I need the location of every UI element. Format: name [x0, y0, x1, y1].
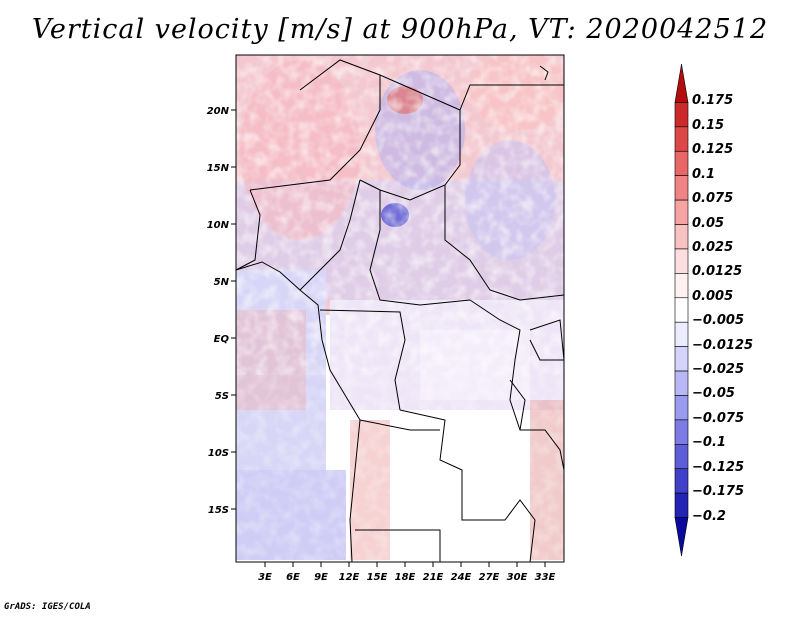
colorbar-swatch [674, 517, 689, 557]
colorbar-label: −0.05 [692, 386, 735, 402]
colorbar-label: −0.005 [692, 313, 745, 329]
footer-credit: GrADS: IGES/COLA [4, 602, 91, 612]
colorbar-swatch [674, 248, 689, 274]
colorbar-label: 0.025 [692, 239, 734, 255]
colorbar-swatch [674, 199, 689, 225]
lat-label: 10N [207, 220, 230, 231]
colorbar-label: −0.0125 [692, 337, 754, 353]
colorbar-swatch [674, 126, 689, 152]
lon-label: 3E [258, 572, 272, 583]
lon-label: 18E [395, 572, 416, 583]
colorbar-label: 0.05 [692, 215, 725, 231]
lon-label: 27E [479, 572, 500, 583]
colorbar-label: 0.175 [692, 93, 734, 109]
colorbar-label: 0.15 [692, 117, 725, 133]
colorbar-swatch [674, 63, 689, 103]
colorbar-label: 0.075 [692, 191, 734, 207]
colorbar-label: −0.025 [692, 362, 745, 378]
lat-label: 15S [208, 505, 229, 516]
colorbar-swatch [674, 321, 689, 347]
lon-label: 21E [423, 572, 444, 583]
colorbar-label: −0.1 [692, 435, 726, 451]
lon-label: 12E [339, 572, 360, 583]
lon-label: 33E [535, 572, 556, 583]
lat-label: 15N [207, 163, 230, 174]
latitude-axis: 20N 15N 10N 5N EQ 5S 10S 15S [207, 106, 236, 516]
lat-label: EQ [214, 334, 230, 345]
lon-label: 24E [451, 572, 472, 583]
velocity-field [236, 55, 564, 562]
colorbar-swatch [674, 224, 689, 250]
colorbar-label: −0.175 [692, 484, 745, 500]
colorbar-label: −0.075 [692, 410, 745, 426]
lon-label: 9E [314, 572, 328, 583]
lat-label: 20N [207, 106, 230, 117]
lon-label: 15E [367, 572, 388, 583]
country-borders [235, 59, 565, 563]
colorbar-swatch [674, 492, 689, 518]
colorbar-swatch [674, 297, 689, 323]
lon-label: 30E [507, 572, 528, 583]
map-title: Vertical velocity [m/s] at 900hPa, VT: 2… [31, 14, 769, 45]
colorbar-swatch [674, 273, 689, 299]
longitude-axis: 3E 6E 9E 12E 15E 18E 21E 24E 27E 30E 33E [258, 562, 556, 583]
colorbar [674, 63, 689, 557]
colorbar-swatch [674, 150, 689, 176]
plot-frame [235, 54, 565, 563]
colorbar-swatch [674, 468, 689, 494]
colorbar-swatch [674, 370, 689, 396]
colorbar-swatch [674, 419, 689, 445]
lon-label: 6E [286, 572, 300, 583]
lat-label: 5S [215, 391, 229, 402]
lat-label: 10S [208, 448, 229, 459]
colorbar-swatch [674, 346, 689, 372]
colorbar-label: 0.1 [692, 166, 716, 182]
colorbar-label: −0.125 [692, 459, 745, 475]
colorbar-label: 0.0125 [692, 264, 743, 280]
colorbar-label: −0.2 [692, 508, 726, 524]
colorbar-label: 0.005 [692, 288, 734, 304]
colorbar-swatch [674, 444, 689, 470]
lat-label: 5N [214, 277, 230, 288]
colorbar-swatch [674, 102, 689, 128]
colorbar-label: 0.125 [692, 142, 734, 158]
colorbar-swatch [674, 395, 689, 421]
colorbar-swatch [674, 175, 689, 201]
